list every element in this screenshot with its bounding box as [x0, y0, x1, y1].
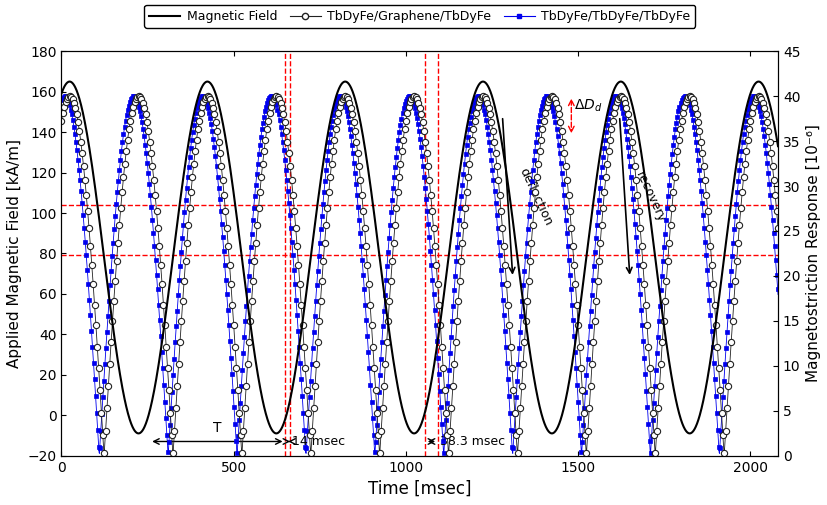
- Text: 38.3 msec: 38.3 msec: [439, 435, 504, 448]
- Text: T: T: [213, 421, 222, 435]
- Text: deflection: deflection: [515, 166, 554, 228]
- Y-axis label: Magnetostriction Response [10⁻⁶]: Magnetostriction Response [10⁻⁶]: [805, 125, 820, 382]
- Text: 14 msec: 14 msec: [292, 435, 345, 448]
- Y-axis label: Applied Magnetic Field [kA/m]: Applied Magnetic Field [kA/m]: [7, 139, 22, 368]
- Text: recovery: recovery: [633, 169, 667, 224]
- X-axis label: Time [msec]: Time [msec]: [367, 480, 471, 498]
- Legend: Magnetic Field, TbDyFe/Graphene/TbDyFe, TbDyFe/TbDyFe/TbDyFe: Magnetic Field, TbDyFe/Graphene/TbDyFe, …: [144, 5, 695, 28]
- Text: $\Delta D_d$: $\Delta D_d$: [573, 97, 602, 114]
